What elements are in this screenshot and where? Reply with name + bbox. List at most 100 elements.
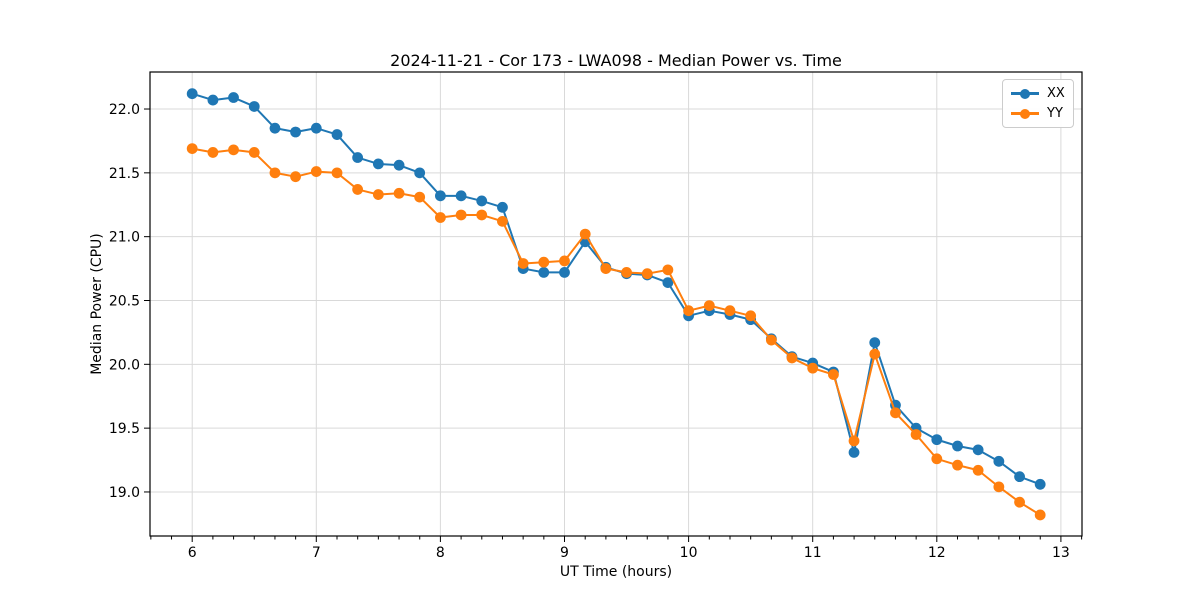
series-XX-point: [393, 159, 405, 171]
series-YY-point: [310, 166, 322, 177]
series-YY-point: [600, 263, 612, 274]
series-XX-point: [248, 101, 260, 112]
series-YY-point: [807, 362, 819, 374]
x-tick-label: 11: [804, 545, 822, 561]
x-tick-label: 12: [928, 545, 946, 561]
legend-marker-yy: [1020, 108, 1030, 119]
series-XX-point: [310, 122, 322, 134]
series-XX-point: [993, 455, 1005, 467]
legend-item-xx: XX: [1011, 85, 1065, 102]
x-tick-label: 7: [312, 545, 321, 561]
series-XX-point: [497, 201, 508, 213]
x-axis-label: UT Time (hours): [559, 564, 673, 580]
series-XX-point: [662, 277, 674, 289]
series-YY-point: [786, 352, 798, 364]
legend-item-yy: YY: [1011, 105, 1065, 122]
series-YY-point: [745, 310, 757, 322]
series-YY-point: [683, 305, 694, 317]
series-YY-point: [724, 305, 736, 317]
series-XX-point: [414, 167, 426, 179]
x-tick-label: 10: [680, 545, 698, 561]
series-YY-point: [186, 143, 198, 154]
series-YY-point: [269, 167, 281, 179]
series-XX-point: [269, 122, 281, 134]
series-YY-point: [890, 407, 901, 419]
legend-line-sample-yy: [1011, 108, 1039, 119]
series-YY-point: [621, 267, 632, 278]
y-tick-label: 20.5: [109, 293, 140, 309]
series-YY-point: [952, 459, 963, 471]
series-YY-point: [290, 171, 301, 183]
y-axis-label: Median Power (CPU): [89, 233, 105, 375]
series-YY-point: [931, 453, 943, 465]
series-YY-point: [517, 258, 529, 269]
y-tick-label: 21.0: [109, 230, 140, 246]
series-YY-point: [497, 215, 508, 227]
series-YY-point: [248, 147, 260, 158]
series-XX-point: [290, 126, 301, 138]
series-XX-point: [455, 190, 467, 202]
series-YY-point: [352, 184, 364, 195]
series-XX-point: [538, 267, 550, 278]
series-YY-point: [828, 369, 839, 380]
legend-label-yy: YY: [1047, 106, 1063, 121]
x-tick-label: 13: [1052, 545, 1070, 561]
series-XX-point: [372, 158, 384, 170]
series-YY-point: [579, 228, 591, 240]
series-YY-point: [869, 348, 881, 360]
x-tick-label: 6: [188, 545, 197, 561]
series-YY-point: [476, 209, 488, 221]
series-XX-point: [1034, 478, 1046, 490]
series-YY-point: [641, 268, 653, 280]
series-XX-point: [186, 88, 198, 100]
chart-title: 2024-11-21 - Cor 173 - LWA098 - Median P…: [390, 51, 842, 70]
series-YY-point: [228, 144, 239, 156]
series-YY-point: [434, 212, 446, 223]
series-YY-point: [207, 147, 219, 158]
y-tick-label: 20.0: [109, 357, 140, 373]
series-YY-point: [910, 429, 922, 440]
legend-line-sample-xx: [1011, 88, 1039, 99]
series-XX-point: [559, 267, 570, 278]
series-YY-point: [662, 264, 674, 276]
y-tick-label: 19.0: [109, 485, 140, 501]
series-XX-point: [434, 190, 446, 202]
series-YY-point: [455, 209, 467, 221]
series-YY-point: [972, 464, 984, 476]
series-XX-point: [972, 444, 984, 456]
series-YY-point: [393, 187, 405, 199]
series-YY-point: [1014, 496, 1025, 508]
series-XX-point: [476, 195, 488, 207]
legend: XX YY: [1002, 79, 1074, 128]
y-tick-label: 22.0: [109, 102, 140, 118]
series-YY-point: [993, 481, 1005, 493]
series-XX-point: [952, 440, 963, 452]
series-XX-point: [848, 446, 860, 458]
series-YY-point: [372, 189, 384, 200]
legend-marker-xx: [1020, 88, 1030, 99]
series-XX-point: [931, 434, 943, 446]
series-YY-line: [191, 147, 1042, 516]
y-tick-label: 21.5: [109, 166, 140, 182]
series-XX-point: [207, 94, 219, 106]
y-tick-label: 19.5: [109, 421, 140, 437]
x-tick-label: 9: [560, 545, 569, 561]
series-XX-point: [1014, 471, 1025, 483]
series-YY-point: [331, 167, 343, 179]
series-YY-point: [765, 334, 777, 346]
series-YY-point: [848, 435, 860, 447]
plot-border: [149, 71, 1083, 537]
legend-label-xx: XX: [1047, 86, 1065, 101]
series-YY-point: [1034, 509, 1046, 521]
series-YY-point: [538, 256, 550, 268]
series-YY-point: [414, 191, 426, 203]
series-XX-point: [331, 129, 343, 140]
series-YY-point: [559, 255, 570, 267]
series-XX-point: [228, 92, 239, 103]
x-tick-label: 8: [436, 545, 445, 561]
series-XX-point: [869, 337, 881, 349]
series-XX-point: [352, 152, 364, 163]
series-YY-point: [703, 300, 715, 311]
